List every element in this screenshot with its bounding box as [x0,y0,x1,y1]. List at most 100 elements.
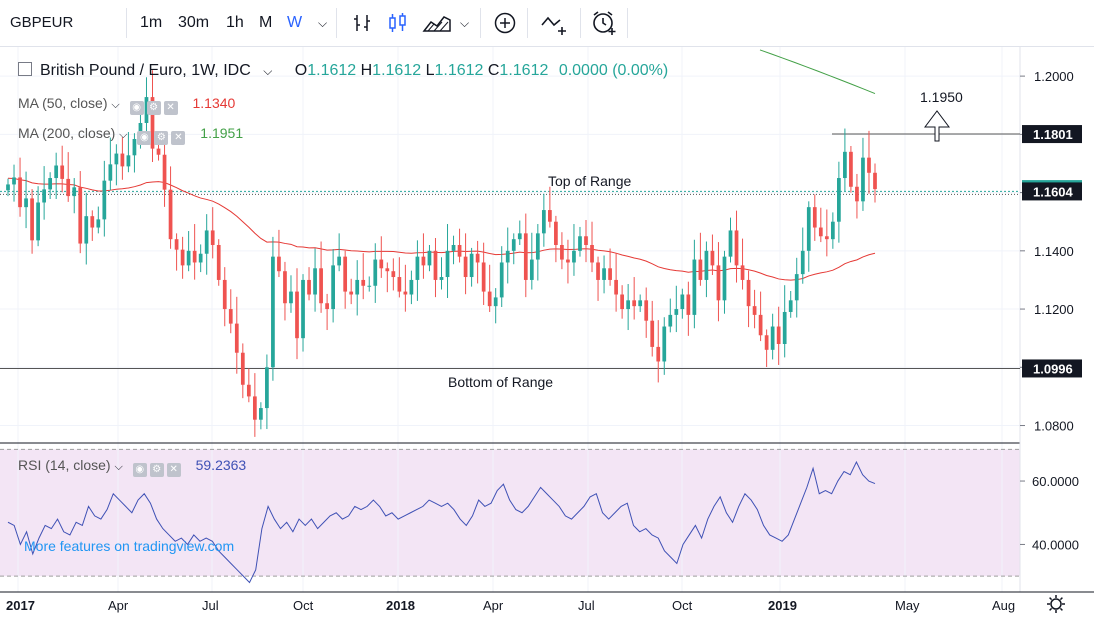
candle-body [686,294,691,315]
top-toolbar: GBPEUR 1m 30m 1h M W ⌵ ⌵ [0,0,1094,47]
interval-dropdown-chevron-icon[interactable]: ⌵ [318,16,328,30]
indicator-settings-icon[interactable]: ⚙ [146,101,161,115]
remove-indicator-icon[interactable]: ✕ [163,101,178,115]
time-tick-label: 2017 [6,598,35,613]
remove-indicator-icon[interactable]: ✕ [171,131,186,145]
candle-body [192,250,197,263]
visibility-eye-icon[interactable]: ◉ [129,101,144,115]
candle-body [72,187,77,197]
alert-clock-icon[interactable] [590,9,620,37]
candle-body [511,239,516,251]
candle-body [469,253,474,278]
close-value: 1.1612 [499,62,549,79]
ma200-chevron-icon[interactable]: ⌵ [119,129,128,141]
ma50-value: 1.1340 [192,95,236,111]
candle-body [535,233,540,260]
candle-body [722,256,727,301]
time-tick-label: Jul [202,598,219,613]
candle-body [572,250,576,263]
settings-gear-icon[interactable] [1047,595,1065,613]
candle-body [204,230,209,254]
target-label: 1.1950 [920,89,963,105]
interval-1h[interactable]: 1h [226,14,244,31]
candle-body [222,279,227,310]
candle-body [584,236,588,245]
candle-body [385,268,390,272]
target-arrow-icon [924,110,950,142]
candle-body [78,187,83,244]
indicator-settings-icon[interactable]: ⚙ [149,463,164,477]
candle-body [156,148,161,155]
candle-body [493,297,498,307]
candle-body [427,250,432,266]
candles-chart-type-icon[interactable] [386,11,410,35]
compare-symbol-icon[interactable] [540,11,570,35]
rsi-axis: 60.0000 40.0000 [1020,474,1079,552]
price-tick-label: 1.1400 [1034,244,1074,259]
candle-body [331,265,335,310]
interval-week[interactable]: W [287,14,303,31]
candle-body [36,202,40,241]
time-axis[interactable]: 2017 Apr Jul Oct 2018 Apr Jul Oct 2019 May Aug [6,598,1015,613]
rsi-label: RSI (14, close) [18,457,111,473]
candle-body [271,256,275,368]
visibility-eye-icon[interactable]: ◉ [137,131,152,145]
candle-body [409,279,414,295]
candle-body [578,236,582,251]
candle-body [692,259,697,315]
toolbar-divider [527,8,528,38]
candle-body [343,256,348,292]
candle-body [108,164,113,181]
candle-body [144,97,149,123]
legend-chevron-icon[interactable]: ⌵ [263,64,273,78]
symbol-search[interactable]: GBPEUR [10,14,74,31]
candle-body [162,154,167,190]
candle-body [788,300,793,312]
chart-area[interactable]: 1.1950 Top of Range Bottom of Range 1.20… [0,47,1094,622]
indicator-settings-icon[interactable]: ⚙ [154,131,169,145]
chart-type-chevron-icon[interactable]: ⌵ [460,16,470,30]
candle-body [379,259,384,269]
candle-body [463,256,468,278]
candle-body [313,268,317,295]
candle-body [843,151,847,179]
time-tick-label: Aug [992,598,1015,613]
bottom-of-range-label: Bottom of Range [448,374,553,390]
area-chart-type-icon[interactable] [422,11,452,35]
candle-body [277,256,281,272]
candle-body [523,233,528,280]
remove-indicator-icon[interactable]: ✕ [166,463,181,477]
candle-body [800,250,805,275]
ma50-line [7,177,876,281]
time-tick-label: 2019 [768,598,797,613]
rsi-chevron-icon[interactable]: ⌵ [114,461,123,473]
candle-body [554,221,558,245]
candle-body [259,408,263,420]
candle-body [42,189,46,203]
time-tick-label: Oct [672,598,693,613]
candle-body [397,277,402,292]
collapse-legend-icon[interactable] [18,62,32,76]
interval-1m[interactable]: 1m [140,14,163,31]
change-value: 0.0000 (0.00%) [558,62,669,79]
add-indicator-icon[interactable] [493,11,517,35]
ma50-chevron-icon[interactable]: ⌵ [111,99,120,111]
tradingview-promo-link[interactable]: More features on tradingview.com [24,538,234,554]
candle-body [210,230,215,245]
candle-body [548,210,552,222]
price-badge [1022,125,1082,144]
interval-month[interactable]: M [259,14,273,31]
price-axis[interactable]: 1.20001.18001.16001.14001.12001.10001.08… [1020,69,1082,434]
candle-body [812,207,817,228]
candle-body [301,279,305,339]
interval-30m[interactable]: 30m [178,14,210,31]
candle-body [283,271,287,304]
ma200-value: 1.1951 [200,125,244,141]
visibility-eye-icon[interactable]: ◉ [132,463,147,477]
candle-body [180,249,185,266]
candle-body [66,178,71,197]
main-legend: British Pound / Euro, 1W, IDC ⌵ O1.1612 … [18,62,668,80]
candle-body [656,346,661,362]
candle-body [325,303,329,310]
bar-chart-type-icon[interactable] [350,11,374,35]
